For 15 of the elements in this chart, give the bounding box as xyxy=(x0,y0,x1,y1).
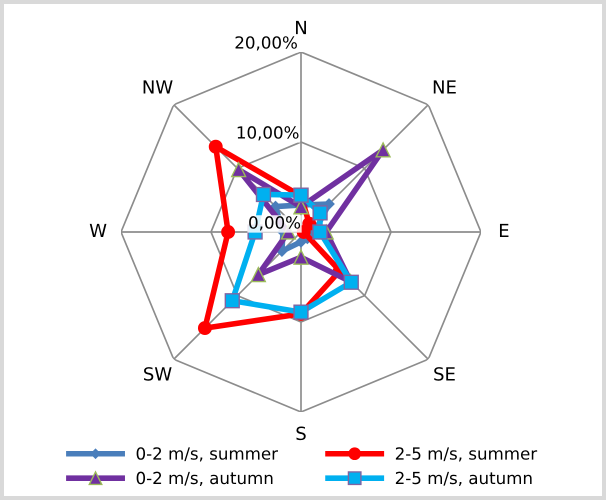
spoke-label: SE xyxy=(434,367,455,381)
spoke-label: NE xyxy=(434,80,456,94)
spoke-label: E xyxy=(500,224,508,237)
spoke-label: N xyxy=(296,20,306,34)
y-tick-label: 20,00% xyxy=(236,36,297,50)
spoke-label: S xyxy=(296,426,306,440)
spoke-label: NW xyxy=(144,80,173,94)
spoke-label: W xyxy=(90,224,106,237)
legend-label: 0-2 m/s, summer xyxy=(136,447,278,462)
legend-label: 2-5 m/s, autumn xyxy=(396,472,532,486)
y-tick-label: 10,00% xyxy=(238,126,299,140)
y-tick-label: 0,00% xyxy=(249,216,300,230)
spoke-label: SW xyxy=(144,367,172,381)
legend-label: 2-5 m/s, summer xyxy=(396,447,538,462)
legend-label: 0-2 m/s, autumn xyxy=(136,472,272,486)
